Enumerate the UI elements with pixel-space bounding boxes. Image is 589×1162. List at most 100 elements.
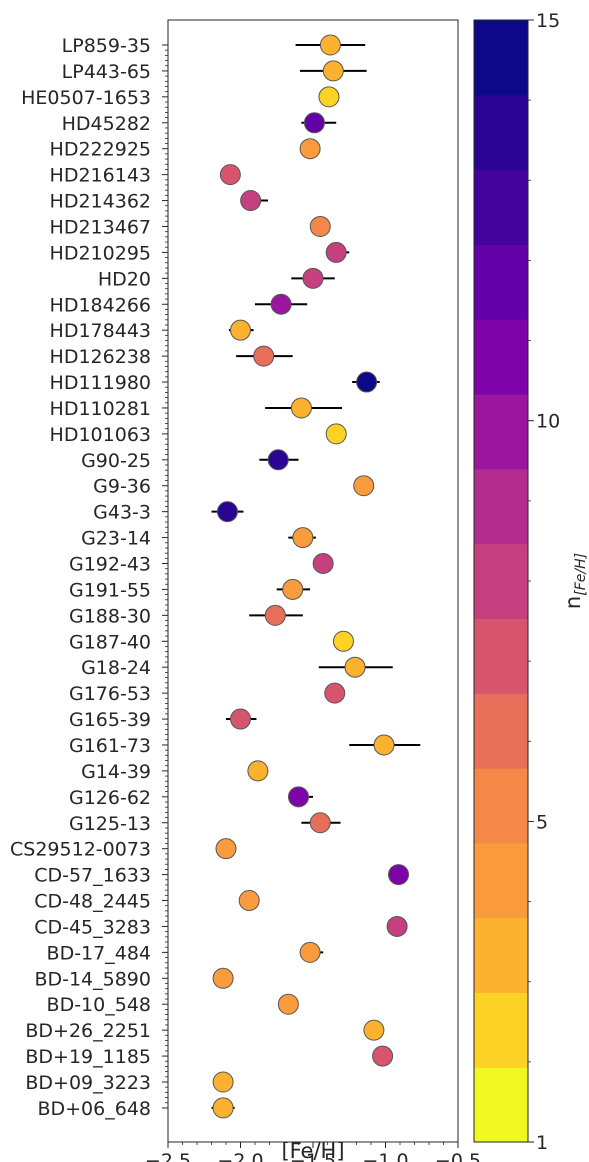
data-point: [324, 682, 346, 704]
x-tick-label: −1.5: [290, 1150, 336, 1162]
star-marker: [318, 86, 340, 108]
star-label: BD-10_548: [47, 994, 151, 1016]
data-point: [363, 1019, 385, 1041]
star-marker: [290, 397, 312, 419]
data-point: [228, 319, 254, 341]
data-point: [299, 941, 324, 963]
data-point: [353, 475, 375, 497]
colorbar-segment: [474, 693, 528, 769]
star-marker: [302, 267, 324, 289]
data-point: [299, 60, 367, 82]
star-label: G14-39: [81, 761, 151, 783]
colorbar-segment: [474, 1067, 528, 1143]
star-label: HD222925: [50, 139, 151, 161]
star-marker: [267, 449, 289, 471]
x-tick-label: −1.0: [362, 1150, 408, 1162]
y-tick-marks: [162, 44, 168, 1109]
colorbar-label: n[Fe/H]: [561, 553, 589, 609]
data-point: [211, 1097, 235, 1119]
star-marker: [325, 241, 347, 263]
data-point: [265, 397, 342, 419]
star-label: CD-45_3283: [34, 916, 151, 938]
star-marker: [270, 293, 292, 315]
plot-frame: [167, 19, 459, 1143]
star-label: HD45282: [62, 113, 151, 135]
star-label: HD110281: [50, 398, 151, 420]
star-label: G126-62: [69, 787, 151, 809]
colorbar-segment: [474, 917, 528, 993]
star-label: HD20: [98, 268, 151, 290]
data-point: [238, 890, 260, 912]
data-point: [325, 241, 350, 263]
colorbar-segment: [474, 992, 528, 1068]
colorbar-label-main: n: [561, 596, 585, 609]
star-label: HD184266: [50, 294, 151, 316]
colorbar: [474, 20, 528, 1143]
star-label: G9-36: [93, 476, 151, 498]
star-label: HD101063: [50, 424, 151, 446]
data-point: [301, 812, 341, 834]
star-label: G176-53: [69, 683, 151, 705]
star-marker: [282, 578, 304, 600]
star-label: BD-17_484: [47, 942, 151, 964]
x-axis: −2.5 −2.0 −1.5 −1.0 −0.5: [145, 1142, 481, 1162]
star-label: CD-57_1633: [34, 865, 151, 887]
data-point: [236, 345, 293, 367]
star-label: G18-24: [81, 657, 151, 679]
star-label: G43-3: [93, 502, 151, 524]
star-marker: [277, 993, 299, 1015]
star-marker: [309, 215, 331, 237]
colorbar-tick-label: 10: [536, 411, 560, 433]
colorbar-segment: [474, 543, 528, 619]
star-marker: [264, 604, 286, 626]
colorbar-segment: [474, 169, 528, 245]
star-label: CS29512-0073: [10, 839, 151, 861]
star-marker: [309, 812, 331, 834]
star-label: G187-40: [69, 631, 151, 653]
star-label: LP443-65: [62, 61, 151, 83]
star-name-labels: LP859-35 LP443-65 HE0507-1653 HD45282 HD2229…: [10, 35, 151, 1120]
data-point: [318, 86, 340, 108]
colorbar-segment: [474, 842, 528, 919]
data-point: [276, 578, 311, 600]
star-label: G165-39: [69, 709, 151, 731]
star-marker: [344, 656, 366, 678]
x-axis-label: [Fe/H]: [281, 1139, 344, 1162]
star-marker: [353, 475, 375, 497]
star-marker: [356, 371, 378, 393]
star-marker: [230, 708, 251, 730]
star-marker: [373, 734, 395, 756]
star-marker: [215, 838, 237, 860]
star-marker: [372, 1045, 394, 1067]
data-point: [388, 864, 410, 886]
star-marker: [325, 423, 347, 445]
star-marker: [388, 864, 410, 886]
star-marker: [238, 890, 260, 912]
star-label: G191-55: [69, 579, 151, 601]
star-marker: [322, 60, 344, 82]
star-marker: [212, 1071, 234, 1093]
data-point: [352, 371, 380, 393]
data-point: [325, 423, 347, 445]
star-label: G125-13: [69, 813, 151, 835]
star-marker: [212, 1097, 234, 1119]
star-label: HD213467: [50, 216, 151, 238]
colorbar-segment: [474, 319, 528, 395]
x-tick-label: −0.5: [435, 1150, 481, 1162]
star-label: G90-25: [81, 450, 151, 472]
data-point: [211, 501, 244, 523]
star-label: G192-43: [69, 554, 151, 576]
colorbar-segment: [474, 468, 528, 545]
data-points: [211, 34, 421, 1119]
data-point: [249, 604, 303, 626]
colorbar-segment: [474, 768, 528, 844]
colorbar-segment: [474, 94, 528, 171]
star-marker: [212, 967, 234, 989]
data-point: [219, 164, 241, 186]
data-point: [247, 760, 269, 782]
x-tick-label: −2.5: [145, 1150, 191, 1162]
data-point: [332, 630, 354, 652]
star-label: BD+09_3223: [25, 1072, 151, 1094]
